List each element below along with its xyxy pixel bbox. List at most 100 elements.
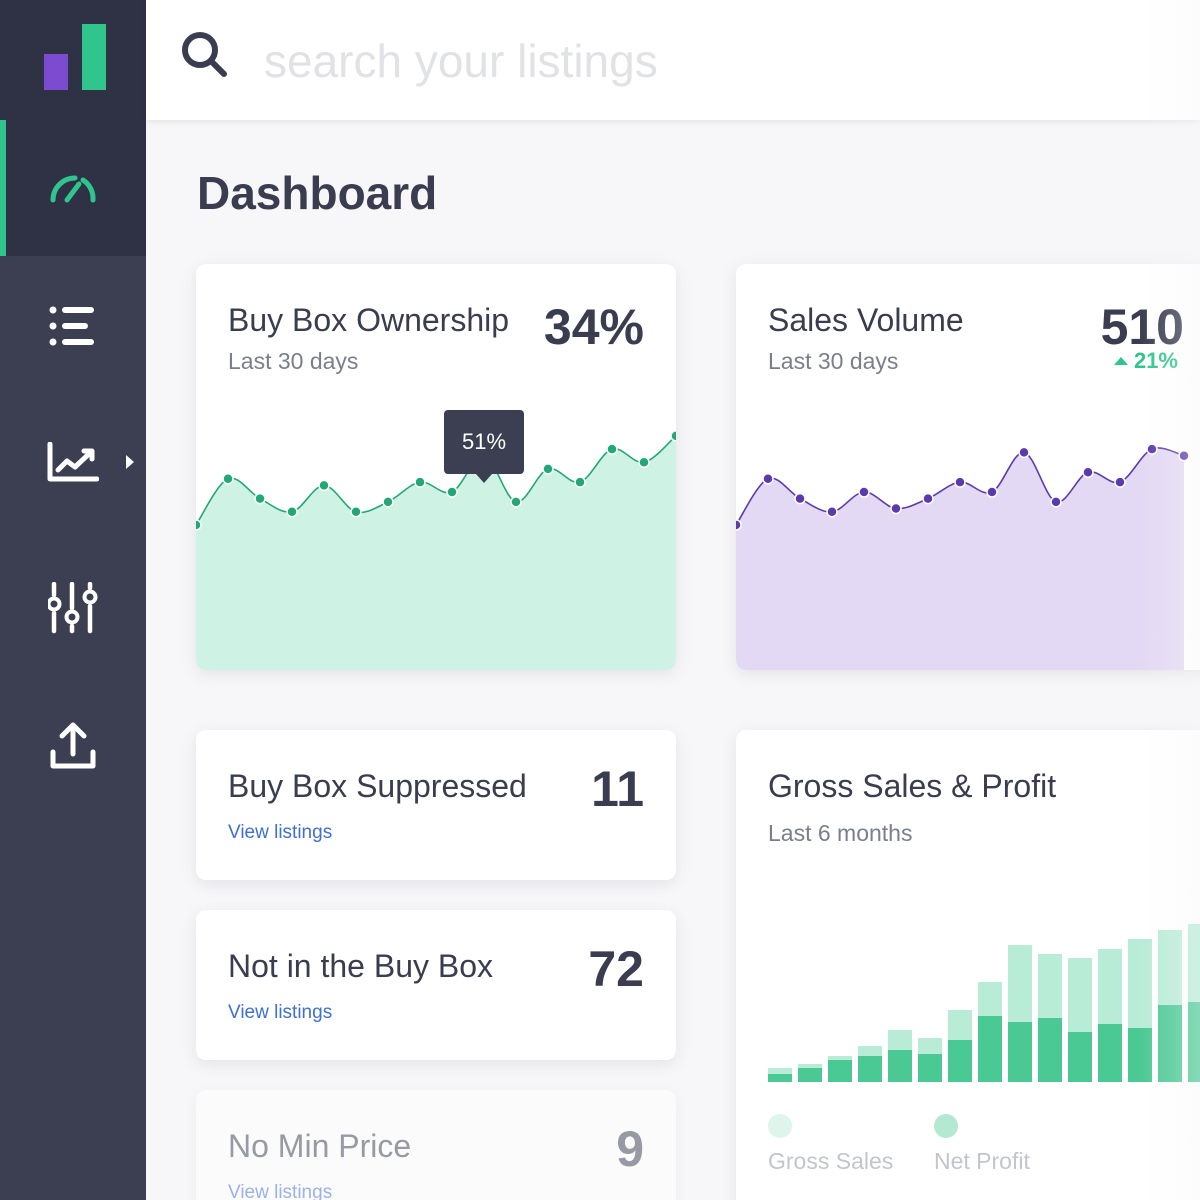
card-value: 11 bbox=[591, 761, 644, 817]
trend-value: 21% bbox=[1133, 348, 1178, 373]
bar-chart-logo bbox=[44, 24, 106, 90]
sidebar-item-settings[interactable] bbox=[0, 540, 146, 676]
legend-label-net-profit: Net Profit bbox=[934, 1148, 1030, 1174]
speedometer-icon bbox=[50, 175, 96, 203]
data-point[interactable] bbox=[414, 476, 426, 488]
data-point[interactable] bbox=[382, 496, 394, 508]
card-title: Not in the Buy Box bbox=[228, 948, 494, 984]
card-title: No Min Price bbox=[228, 1128, 412, 1164]
data-point[interactable] bbox=[736, 519, 742, 531]
search-bar bbox=[146, 0, 1200, 120]
sales-volume-card[interactable]: Sales Volume Last 30 days 510 21% bbox=[736, 264, 1200, 670]
bar-net-profit[interactable] bbox=[948, 1040, 972, 1082]
search-icon[interactable] bbox=[180, 30, 230, 80]
data-point[interactable] bbox=[574, 476, 586, 488]
chart-line bbox=[196, 435, 676, 526]
bar-net-profit[interactable] bbox=[1008, 1022, 1032, 1082]
bar-net-profit[interactable] bbox=[828, 1060, 852, 1082]
data-point[interactable] bbox=[542, 463, 554, 475]
card-value: 34% bbox=[543, 299, 644, 355]
chart-area bbox=[736, 447, 1184, 670]
card-subtitle: Last 30 days bbox=[768, 348, 899, 374]
data-point[interactable] bbox=[254, 492, 266, 505]
data-point[interactable] bbox=[1018, 446, 1030, 459]
data-point[interactable] bbox=[670, 430, 676, 442]
data-point[interactable] bbox=[222, 473, 234, 485]
no-min-price-card: No Min Price 9 View listings bbox=[196, 1090, 676, 1200]
data-point[interactable] bbox=[826, 506, 838, 518]
data-point[interactable] bbox=[986, 486, 998, 498]
bar-net-profit[interactable] bbox=[858, 1056, 882, 1082]
not-in-buy-box-card: Not in the Buy Box 72 View listings bbox=[196, 910, 676, 1060]
bar-net-profit[interactable] bbox=[1158, 1005, 1182, 1082]
sidebar-item-dashboard[interactable] bbox=[0, 120, 146, 256]
bar-net-profit[interactable] bbox=[1128, 1028, 1152, 1082]
gross-sales-profit-card[interactable]: Gross Sales & Profit Last 6 months Gross… bbox=[736, 730, 1200, 1200]
gross-sales-profit-chart bbox=[768, 924, 1200, 1082]
list-icon bbox=[49, 306, 94, 346]
data-point[interactable] bbox=[1114, 476, 1126, 488]
data-point[interactable] bbox=[196, 519, 202, 531]
card-title: Sales Volume bbox=[768, 302, 964, 338]
bar-net-profit[interactable] bbox=[768, 1074, 792, 1082]
sidebar-item-upload[interactable] bbox=[0, 678, 146, 814]
data-point[interactable] bbox=[954, 476, 966, 488]
buy-box-ownership-card[interactable]: Buy Box Ownership Last 30 days 34% 51% bbox=[196, 264, 676, 670]
chart-tooltip: 51% bbox=[444, 410, 524, 483]
data-point[interactable] bbox=[318, 479, 330, 492]
card-value: 72 bbox=[588, 941, 644, 997]
card-value: 510 bbox=[1100, 299, 1184, 355]
data-point[interactable] bbox=[350, 506, 362, 518]
card-value: 9 bbox=[616, 1121, 644, 1177]
card-subtitle: Last 30 days bbox=[228, 348, 359, 374]
data-point[interactable] bbox=[510, 496, 522, 508]
bar-net-profit[interactable] bbox=[888, 1050, 912, 1082]
bar-net-profit[interactable] bbox=[1068, 1032, 1092, 1082]
data-point[interactable] bbox=[606, 443, 618, 455]
data-point[interactable] bbox=[638, 456, 650, 469]
card-title: Buy Box Ownership bbox=[228, 302, 510, 338]
search-input[interactable] bbox=[264, 26, 964, 96]
chart-area bbox=[196, 435, 676, 670]
chevron-right-icon[interactable] bbox=[124, 454, 136, 470]
data-point[interactable] bbox=[1082, 466, 1094, 478]
data-point[interactable] bbox=[858, 486, 870, 498]
bar-net-profit[interactable] bbox=[978, 1016, 1002, 1082]
bar-net-profit[interactable] bbox=[1098, 1024, 1122, 1082]
data-point[interactable] bbox=[1146, 443, 1158, 455]
sidebar bbox=[0, 0, 146, 1200]
data-point[interactable] bbox=[762, 473, 774, 485]
sliders-icon bbox=[48, 582, 98, 634]
trend-up-icon bbox=[1113, 357, 1128, 365]
legend-dot-gross-sales bbox=[768, 1114, 792, 1138]
data-point[interactable] bbox=[1178, 449, 1190, 462]
card-title: Gross Sales & Profit bbox=[768, 768, 1057, 804]
bar-net-profit[interactable] bbox=[918, 1054, 942, 1082]
view-listings-link[interactable]: View listings bbox=[228, 1002, 333, 1023]
sales-volume-chart bbox=[736, 443, 1190, 670]
data-point[interactable] bbox=[794, 492, 806, 505]
data-point[interactable] bbox=[890, 502, 902, 515]
card-subtitle: Last 6 months bbox=[768, 820, 913, 846]
data-point[interactable] bbox=[922, 492, 934, 505]
logo-block[interactable] bbox=[0, 0, 146, 120]
upload-icon bbox=[50, 722, 96, 769]
sidebar-item-listings[interactable] bbox=[0, 258, 146, 394]
trend-indicator: 21% bbox=[1113, 348, 1178, 374]
sidebar-item-analytics[interactable] bbox=[0, 394, 146, 530]
data-point[interactable] bbox=[446, 486, 458, 498]
legend-dot-net-profit bbox=[934, 1114, 958, 1138]
view-listings-link[interactable]: View listings bbox=[228, 1182, 333, 1200]
bar-net-profit[interactable] bbox=[1188, 1002, 1200, 1082]
trending-chart-icon bbox=[47, 442, 99, 482]
bar-net-profit[interactable] bbox=[798, 1068, 822, 1082]
bar-net-profit[interactable] bbox=[1038, 1018, 1062, 1082]
view-listings-link[interactable]: View listings bbox=[228, 822, 333, 843]
page-title: Dashboard bbox=[197, 167, 438, 219]
data-point[interactable] bbox=[286, 506, 298, 518]
data-point[interactable] bbox=[1050, 496, 1062, 508]
legend-label-gross-sales: Gross Sales bbox=[768, 1148, 894, 1174]
buy-box-ownership-chart bbox=[196, 430, 676, 670]
card-title: Buy Box Suppressed bbox=[228, 768, 527, 804]
buy-box-suppressed-card: Buy Box Suppressed 11 View listings bbox=[196, 730, 676, 880]
